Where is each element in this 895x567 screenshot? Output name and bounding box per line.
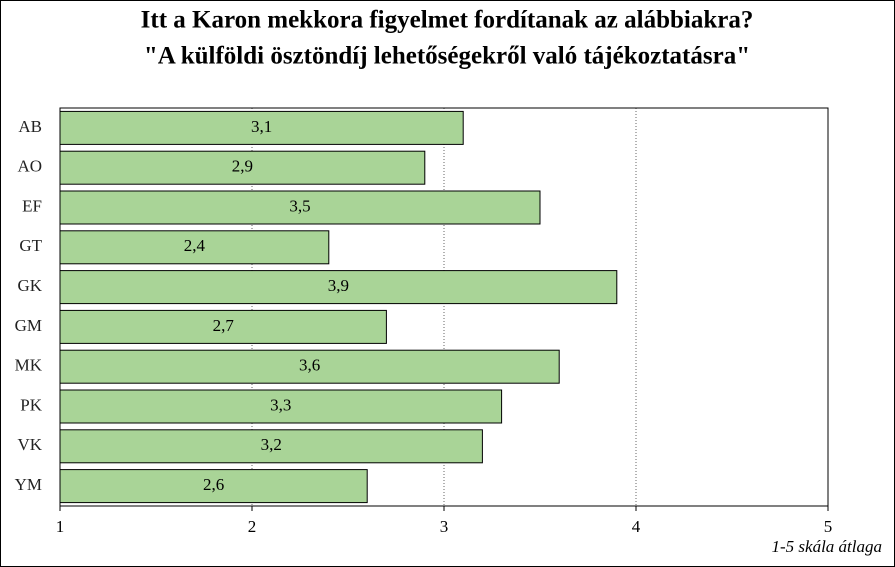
y-tick-label: AO: [17, 157, 42, 176]
value-label: 3,5: [289, 196, 310, 215]
value-label: 3,6: [299, 356, 320, 375]
y-tick-label: GT: [19, 236, 42, 255]
x-axis-label: 1-5 skála átlaga: [772, 537, 883, 556]
x-tick-label: 3: [440, 517, 449, 536]
x-tick-label: 1: [56, 517, 65, 536]
bar: [59, 429, 483, 464]
value-label: 3,9: [328, 276, 349, 295]
y-tick-label: GK: [17, 276, 42, 295]
bar: [59, 309, 387, 344]
y-tick-label: YM: [15, 475, 42, 494]
value-label: 2,4: [184, 236, 206, 255]
y-tick-label: PK: [20, 395, 42, 414]
y-tick-label: EF: [22, 196, 42, 215]
value-label: 2,7: [213, 316, 235, 335]
value-label: 3,3: [270, 395, 291, 414]
x-tick-label: 4: [632, 517, 641, 536]
y-tick-label: MK: [15, 356, 43, 375]
bar: [59, 469, 368, 504]
plot-border: [59, 107, 829, 507]
y-tick-label: GM: [15, 316, 42, 335]
y-tick-label: VK: [17, 435, 42, 454]
value-label: 2,9: [232, 157, 253, 176]
y-tick-label: AB: [18, 117, 42, 136]
value-label: 2,6: [203, 475, 224, 494]
bar: [59, 270, 618, 305]
bar: [59, 190, 541, 225]
bar: [59, 230, 330, 265]
chart-title: Itt a Karon mekkora figyelmet fordítanak…: [141, 7, 754, 34]
chart-subtitle: "A külföldi ösztöndíj lehetőségekről val…: [144, 43, 750, 70]
value-label: 3,1: [251, 117, 272, 136]
bar: [59, 389, 503, 424]
x-tick-label: 5: [824, 517, 833, 536]
x-tick-label: 2: [248, 517, 257, 536]
bar: [59, 110, 464, 145]
value-label: 3,2: [261, 435, 282, 454]
